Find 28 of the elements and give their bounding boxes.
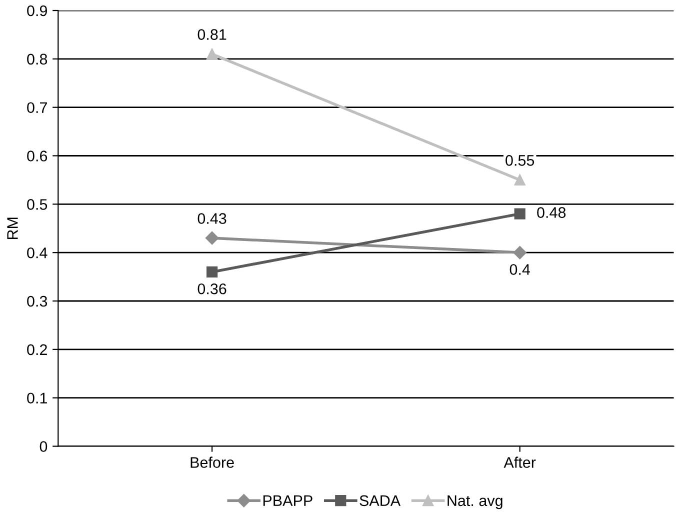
legend-label: Nat. avg	[448, 495, 502, 510]
point	[205, 231, 219, 245]
point	[513, 246, 526, 260]
y-tick-label: 0.4	[27, 247, 48, 258]
y-tick-label: 0.8	[27, 54, 48, 65]
y-axis-title: RM	[7, 218, 18, 239]
point	[514, 208, 526, 220]
y-tick-label: 0.9	[27, 5, 47, 16]
y-tick-label: 0.1	[27, 392, 47, 404]
data-label: 0.43	[198, 213, 226, 224]
point	[514, 174, 526, 186]
y-tick-label: 0.5	[27, 199, 48, 210]
y-tick-label: 0	[40, 441, 48, 452]
y-tick-label: 0.7	[27, 102, 47, 114]
point	[206, 266, 218, 278]
legend-label: SADA	[360, 495, 401, 506]
data-label: 0.55	[506, 155, 534, 166]
x-tick-label: After	[504, 456, 536, 468]
data-label: 0.4	[510, 264, 530, 275]
x-tick-label: Before	[190, 456, 234, 468]
point	[206, 48, 218, 60]
y-tick-label: 0.3	[27, 296, 48, 307]
data-label: 0.48	[537, 207, 566, 218]
data-label: 0.36	[198, 283, 226, 294]
y-tick-label: 0.6	[27, 150, 48, 162]
y-tick-label: 0.2	[27, 344, 47, 356]
data-label: 0.81	[198, 29, 226, 40]
legend-label: PBAPP	[263, 495, 312, 506]
